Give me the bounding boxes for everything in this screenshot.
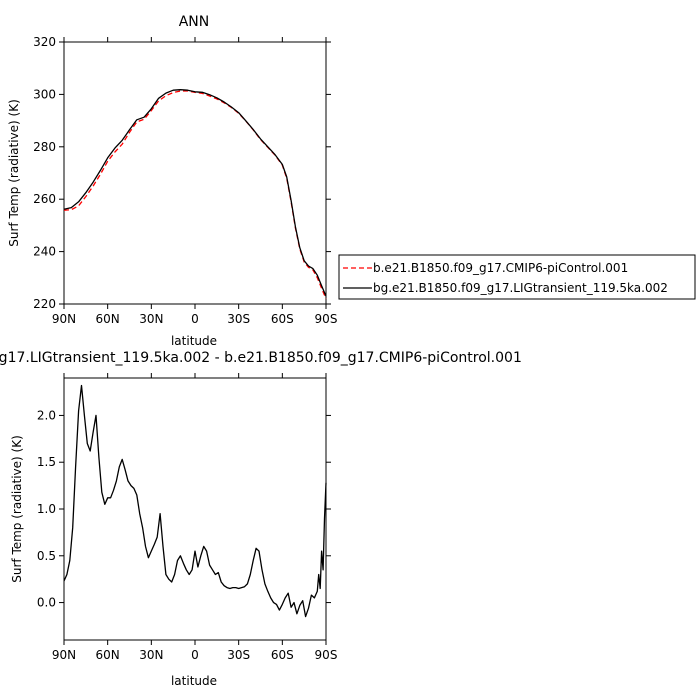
- y-tick-label: 280: [33, 140, 56, 154]
- chart-bottom-x-ticks: 90N 60N 30N 0 30S 60S 90S: [52, 373, 338, 662]
- y-tick-label: 260: [33, 192, 56, 206]
- chart-top-x-axis-label: latitude: [171, 334, 217, 348]
- y-tick-label: 0.5: [37, 549, 56, 563]
- chart-bottom-y-ticks: 0.0 0.5 1.0 1.5 2.0: [37, 408, 331, 610]
- x-tick-label: 60N: [96, 648, 120, 662]
- legend-label-series-1: b.e21.B1850.f09_g17.CMIP6-piControl.001: [373, 261, 628, 275]
- x-tick-label: 30N: [139, 312, 163, 326]
- chart-top-plot-frame: [63, 41, 327, 305]
- y-tick-label: 220: [33, 297, 56, 311]
- y-tick-label: 0.0: [37, 596, 56, 610]
- y-tick-label: 2.0: [37, 408, 56, 422]
- y-tick-label: 240: [33, 245, 56, 259]
- chart-top-x-ticks: 90N 60N 30N 0 30S 60S 90S: [52, 37, 338, 326]
- x-tick-label: 90N: [52, 648, 76, 662]
- y-tick-label: 1.5: [37, 455, 56, 469]
- chart-bottom: bg.e21.B1850.f09_g17.LIGtransient_119.5k…: [0, 350, 522, 688]
- y-tick-label: 1.0: [37, 502, 56, 516]
- chart-bottom-y-axis-label: Surf Temp (radiative) (K): [10, 435, 24, 583]
- legend-box: [338, 254, 696, 300]
- x-tick-label: 90S: [315, 648, 338, 662]
- series-line-1: [63, 90, 327, 300]
- x-tick-label: 0: [191, 648, 199, 662]
- series-line-2: [63, 89, 327, 297]
- series-line-1: [63, 384, 327, 618]
- y-tick-label: 300: [33, 87, 56, 101]
- x-tick-label: 60N: [96, 312, 120, 326]
- chart-top-y-axis-label: Surf Temp (radiative) (K): [7, 99, 21, 247]
- chart-bottom-title: bg.e21.B1850.f09_g17.LIGtransient_119.5k…: [0, 350, 522, 366]
- x-tick-label: 60S: [271, 648, 294, 662]
- chart-top-title: ANN: [179, 14, 210, 30]
- chart-bottom-series-group: [63, 384, 327, 618]
- x-tick-label: 60S: [271, 312, 294, 326]
- legend-label-series-2: bg.e21.B1850.f09_g17.LIGtransient_119.5k…: [373, 281, 668, 295]
- chart-top-legend: b.e21.B1850.f09_g17.CMIP6-piControl.001 …: [338, 254, 696, 300]
- x-tick-label: 90N: [52, 312, 76, 326]
- x-tick-label: 90S: [315, 312, 338, 326]
- chart-top-series-group: [63, 89, 327, 300]
- x-tick-label: 0: [191, 312, 199, 326]
- x-tick-label: 30S: [227, 312, 250, 326]
- x-tick-label: 30N: [139, 648, 163, 662]
- x-tick-label: 30S: [227, 648, 250, 662]
- chart-top-y-ticks: 220 240 260 280 300 320: [33, 35, 331, 311]
- chart-bottom-x-axis-label: latitude: [171, 674, 217, 688]
- chart-bottom-plot-frame: [63, 377, 327, 641]
- y-tick-label: 320: [33, 35, 56, 49]
